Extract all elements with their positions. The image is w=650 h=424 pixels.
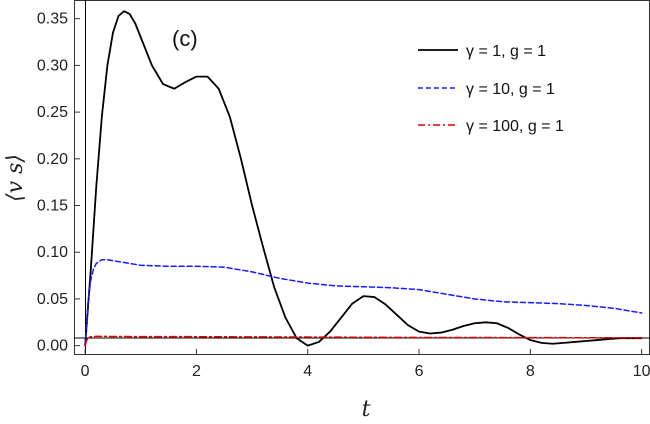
y-tick-label: 0.35 [37, 11, 68, 28]
series-line-1 [84, 258, 643, 347]
series-line-2 [84, 335, 643, 347]
x-tick-label: 4 [303, 363, 312, 380]
x-tick-label: 10 [633, 363, 650, 380]
x-tick-label: 8 [526, 363, 535, 380]
y-tick-label: 0.25 [37, 104, 68, 121]
legend-label-1: γ = 10, g = 1 [466, 81, 555, 98]
tick-labels: 0 2 4 6 8 10 0.00 0.05 0.10 0.15 0.20 0.25 0.30 0.35 [37, 11, 650, 380]
panel-label: (c) [172, 26, 198, 51]
y-tick-label: 0.15 [37, 198, 68, 215]
legend-label-2: γ = 100, g = 1 [466, 118, 564, 135]
series-line-0 [84, 10, 643, 347]
axis-ticks [74, 18, 643, 355]
x-axis-label: t [362, 397, 371, 422]
y-tick-label: 0.05 [37, 291, 68, 308]
y-axis-label: ⟨v s⟩ [3, 154, 28, 202]
y-tick-label: 0.20 [37, 151, 68, 168]
plot-frame [74, 0, 650, 355]
y-tick-label: 0.30 [37, 57, 68, 74]
x-tick-label: 6 [415, 363, 424, 380]
legend-label-0: γ = 1, g = 1 [466, 43, 546, 60]
legend: γ = 1, g = 1 γ = 10, g = 1 γ = 100, g = … [418, 43, 564, 135]
x-tick-label: 0 [81, 363, 90, 380]
x-tick-label: 2 [192, 363, 201, 380]
y-tick-label: 0.00 [37, 338, 68, 355]
series-layer [84, 10, 643, 347]
y-tick-label: 0.10 [37, 244, 68, 261]
